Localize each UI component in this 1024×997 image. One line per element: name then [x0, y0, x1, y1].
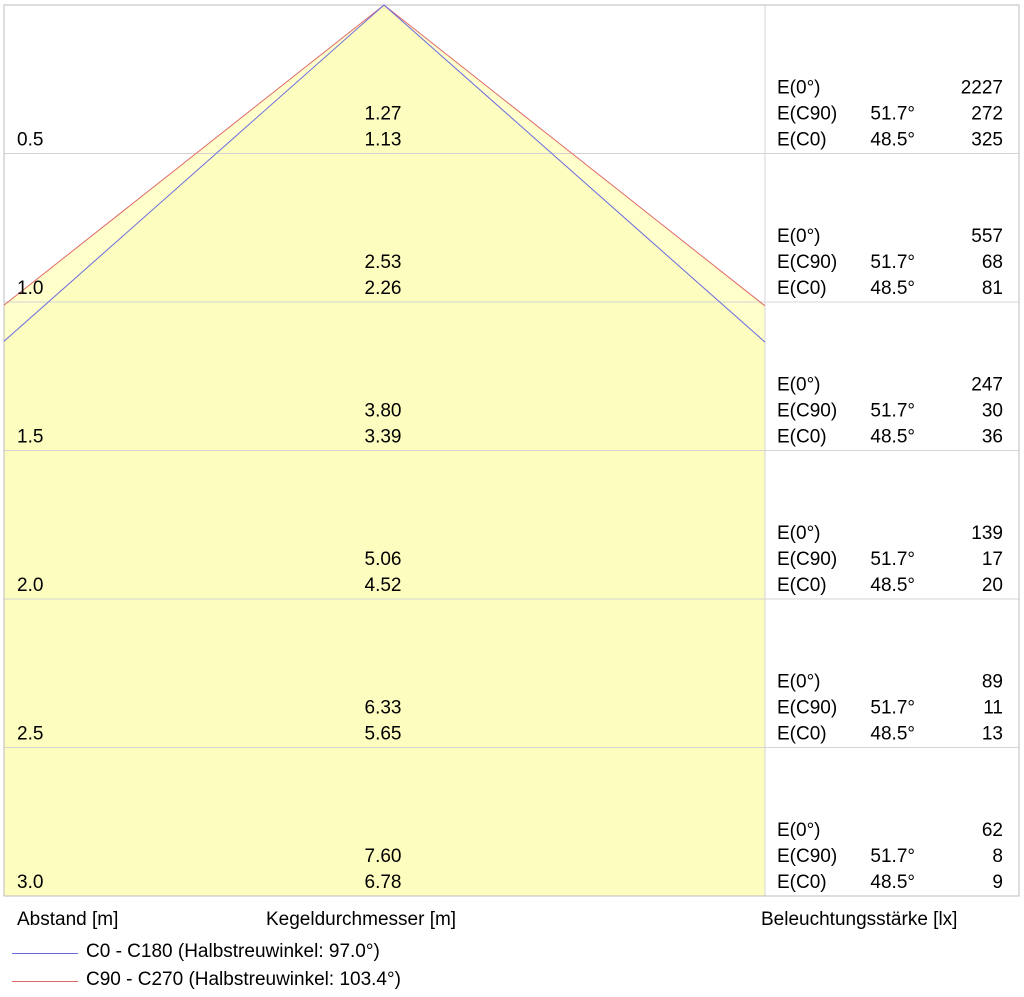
- angle-c0-3: 48.5°: [870, 575, 915, 596]
- ec0-label-4: E(C0): [777, 724, 827, 745]
- ec0-value-0: 325: [971, 130, 1003, 151]
- cone-edge-c0-left: [3, 4, 385, 342]
- ec0-value-5: 9: [992, 872, 1003, 893]
- ec90-label-3: E(C90): [777, 549, 837, 570]
- angle-c90-4: 51.7°: [870, 698, 915, 719]
- e0-label-3: E(0°): [777, 523, 821, 544]
- ec0-value-4: 13: [982, 724, 1003, 745]
- diameter-c0-3: 4.52: [365, 575, 402, 596]
- angle-c0-0: 48.5°: [870, 130, 915, 151]
- legend-label-c0: C0 - C180 (Halbstreuwinkel: 97.0°): [86, 941, 380, 962]
- ec0-label-0: E(C0): [777, 130, 827, 151]
- distance-label-4: 2.5: [17, 724, 43, 745]
- distance-label-0: 0.5: [17, 130, 43, 151]
- ec90-value-3: 17: [982, 549, 1003, 570]
- ec0-value-1: 81: [982, 278, 1003, 299]
- plot-frame: [3, 4, 1020, 897]
- diameter-c90-2: 3.80: [365, 401, 402, 422]
- ec90-label-0: E(C90): [777, 104, 837, 125]
- e0-label-5: E(0°): [777, 820, 821, 841]
- ec90-value-5: 8: [992, 846, 1003, 867]
- angle-c0-5: 48.5°: [870, 872, 915, 893]
- e0-value-2: 247: [971, 375, 1003, 396]
- distance-label-3: 2.0: [17, 575, 43, 596]
- cone-edge-c90-right: [383, 4, 766, 307]
- e0-value-5: 62: [982, 820, 1003, 841]
- angle-c90-5: 51.7°: [870, 846, 915, 867]
- diameter-c90-4: 6.33: [365, 698, 402, 719]
- cone-edge-c0-right: [383, 4, 766, 343]
- angle-c90-0: 51.7°: [870, 104, 915, 125]
- ec90-label-1: E(C90): [777, 252, 837, 273]
- diameter-c0-0: 1.13: [365, 130, 402, 151]
- ec90-value-1: 68: [982, 252, 1003, 273]
- x-axis-label-distance: Abstand [m]: [17, 909, 119, 930]
- ec90-value-0: 272: [971, 104, 1003, 125]
- ec90-label-5: E(C90): [777, 846, 837, 867]
- legend-line-c0: [12, 953, 78, 954]
- e0-value-3: 139: [971, 523, 1003, 544]
- distance-label-5: 3.0: [17, 872, 43, 893]
- e0-label-2: E(0°): [777, 375, 821, 396]
- angle-c90-3: 51.7°: [870, 549, 915, 570]
- diameter-c0-4: 5.65: [365, 724, 402, 745]
- ec0-label-5: E(C0): [777, 872, 827, 893]
- e0-label-1: E(0°): [777, 226, 821, 247]
- angle-c0-1: 48.5°: [870, 278, 915, 299]
- x-axis-label-diameter: Kegeldurchmesser [m]: [266, 909, 457, 930]
- x-axis-label-illuminance: Beleuchtungsstärke [lx]: [761, 909, 958, 930]
- diameter-c0-1: 2.26: [365, 278, 402, 299]
- diameter-c90-5: 7.60: [365, 846, 402, 867]
- ec90-value-2: 30: [982, 401, 1003, 422]
- diameter-c90-0: 1.27: [365, 104, 402, 125]
- ec0-value-3: 20: [982, 575, 1003, 596]
- angle-c90-1: 51.7°: [870, 252, 915, 273]
- diameter-c0-5: 6.78: [365, 872, 402, 893]
- ec0-label-1: E(C0): [777, 278, 827, 299]
- e0-label-0: E(0°): [777, 78, 821, 99]
- ec0-label-3: E(C0): [777, 575, 827, 596]
- ec90-label-4: E(C90): [777, 698, 837, 719]
- legend-line-c90: [12, 981, 78, 982]
- e0-value-1: 557: [971, 226, 1003, 247]
- legend-label-c90: C90 - C270 (Halbstreuwinkel: 103.4°): [86, 969, 401, 990]
- e0-value-0: 2227: [961, 78, 1003, 99]
- angle-c0-2: 48.5°: [870, 427, 915, 448]
- diameter-c0-2: 3.39: [365, 427, 402, 448]
- distance-label-2: 1.5: [17, 427, 43, 448]
- cone-edge-c90-left: [3, 4, 385, 306]
- distance-label-1: 1.0: [17, 278, 43, 299]
- e0-value-4: 89: [982, 672, 1003, 693]
- diameter-c90-3: 5.06: [365, 549, 402, 570]
- diameter-c90-1: 2.53: [365, 252, 402, 273]
- ec0-label-2: E(C0): [777, 427, 827, 448]
- angle-c0-4: 48.5°: [870, 724, 915, 745]
- e0-label-4: E(0°): [777, 672, 821, 693]
- angle-c90-2: 51.7°: [870, 401, 915, 422]
- ec90-label-2: E(C90): [777, 401, 837, 422]
- ec90-value-4: 11: [983, 698, 1003, 719]
- ec0-value-2: 36: [982, 427, 1003, 448]
